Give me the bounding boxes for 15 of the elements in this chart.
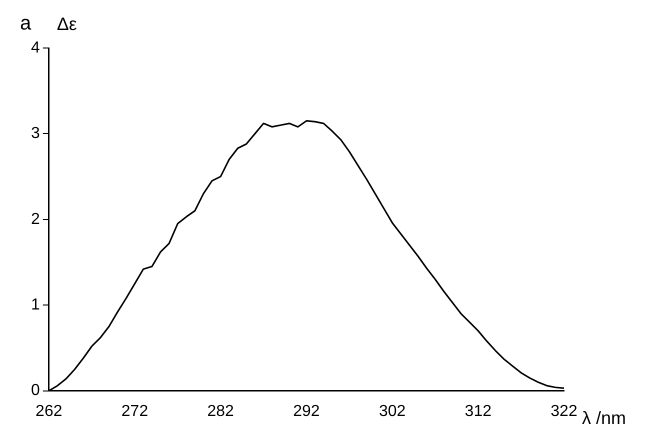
y-tick-label: 4 [30, 39, 40, 56]
y-axis-title: Δε [56, 14, 77, 34]
x-tick-label: 272 [121, 402, 148, 420]
x-tick-label: 292 [293, 402, 320, 420]
x-tick-label: 262 [36, 402, 62, 420]
x-tick-label: 282 [207, 402, 234, 420]
y-tick-label: 3 [30, 125, 40, 142]
text: a [20, 12, 32, 35]
x-tick-label: 302 [378, 402, 406, 420]
x-axis-title: λ /nm [582, 408, 626, 428]
y-tick-label: 2 [30, 210, 40, 228]
y-tick-label: 1 [30, 296, 40, 314]
x-tick-label: 322 [550, 402, 578, 420]
y-tick-label: 0 [30, 382, 40, 400]
x-tick-label: 312 [464, 402, 492, 420]
